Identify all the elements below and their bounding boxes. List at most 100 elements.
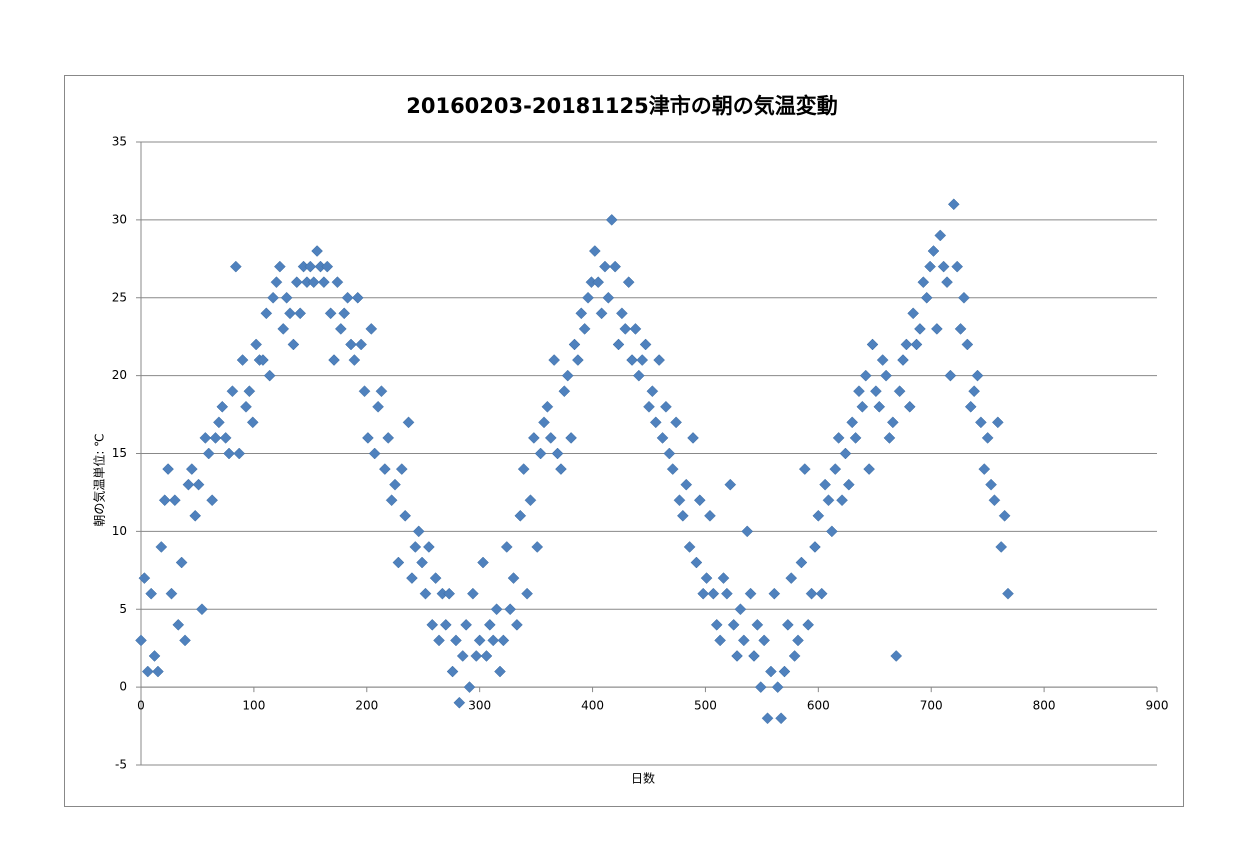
point <box>375 385 388 398</box>
x-tick-label: 400 <box>581 699 604 713</box>
point <box>219 432 232 444</box>
point <box>832 432 845 444</box>
point <box>809 541 821 553</box>
point <box>185 463 198 475</box>
point <box>402 416 415 429</box>
point <box>741 525 754 538</box>
point <box>260 307 273 320</box>
point <box>636 354 649 366</box>
point <box>775 712 787 725</box>
point <box>378 463 391 475</box>
point <box>714 634 726 647</box>
point <box>372 400 384 413</box>
point <box>524 494 537 507</box>
point <box>257 354 269 366</box>
point <box>138 572 151 584</box>
point <box>172 618 185 631</box>
point <box>165 587 178 600</box>
point <box>731 650 743 662</box>
point <box>348 354 361 366</box>
point <box>311 245 323 257</box>
point <box>507 572 520 584</box>
point <box>660 400 672 413</box>
y-tick-label: 20 <box>112 368 127 382</box>
point <box>880 369 892 382</box>
point <box>277 323 290 335</box>
point <box>158 494 171 507</box>
point <box>460 618 472 631</box>
point <box>416 556 428 569</box>
point <box>792 634 804 647</box>
point <box>978 463 991 475</box>
point <box>555 463 567 475</box>
point <box>362 432 374 444</box>
point <box>937 260 950 273</box>
point <box>934 229 947 242</box>
point <box>426 618 439 631</box>
y-tick-label: 25 <box>112 290 127 304</box>
point <box>155 541 168 553</box>
point <box>280 291 293 304</box>
point <box>192 478 205 491</box>
point <box>849 432 862 444</box>
point <box>162 463 174 475</box>
point <box>985 478 997 491</box>
point <box>250 338 263 351</box>
point <box>467 587 479 600</box>
point <box>785 572 798 584</box>
point <box>202 447 215 460</box>
point <box>399 509 412 522</box>
x-tick-label: 800 <box>1033 699 1056 713</box>
point <box>704 509 716 522</box>
point <box>754 681 767 693</box>
point <box>500 541 513 553</box>
point <box>599 260 611 273</box>
point <box>616 307 628 320</box>
point <box>527 432 540 444</box>
point <box>135 634 147 647</box>
point <box>511 618 523 631</box>
point <box>612 338 625 351</box>
point <box>189 509 202 522</box>
point <box>473 634 486 647</box>
point <box>693 494 706 507</box>
point <box>680 478 693 491</box>
x-tick-label: 700 <box>920 699 943 713</box>
point <box>392 556 405 569</box>
point <box>287 338 300 351</box>
point <box>829 463 842 475</box>
point <box>931 323 943 335</box>
point <box>541 400 554 413</box>
point <box>419 587 432 600</box>
point <box>941 276 953 289</box>
point <box>223 447 235 460</box>
point <box>294 307 307 320</box>
point <box>429 572 442 584</box>
point <box>998 509 1011 522</box>
point <box>169 494 181 507</box>
point <box>487 634 500 647</box>
point <box>771 681 784 693</box>
point <box>395 463 408 475</box>
point <box>267 291 279 304</box>
point <box>649 416 662 429</box>
point <box>866 338 879 351</box>
point <box>903 400 916 413</box>
point <box>358 385 371 398</box>
point <box>819 478 831 491</box>
point <box>213 416 225 429</box>
point <box>690 556 703 569</box>
point <box>863 463 875 475</box>
point <box>558 385 571 398</box>
point <box>233 447 246 460</box>
point <box>958 291 970 304</box>
point <box>141 665 154 678</box>
point <box>768 587 781 600</box>
point <box>290 276 303 289</box>
point <box>226 385 239 398</box>
point <box>450 634 462 647</box>
point <box>588 245 601 257</box>
y-tick-label: 30 <box>112 212 127 226</box>
x-tick-label: 500 <box>694 699 717 713</box>
point <box>182 478 195 491</box>
